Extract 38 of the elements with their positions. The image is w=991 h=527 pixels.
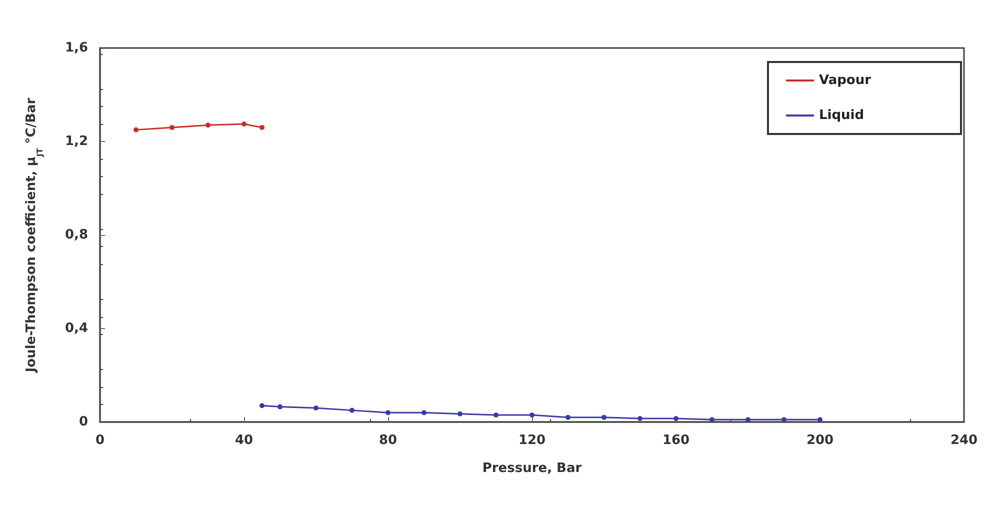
x-axis-title: Pressure, Bar	[482, 461, 582, 476]
point	[170, 124, 174, 130]
point	[314, 405, 318, 410]
point	[494, 412, 498, 418]
point	[350, 408, 354, 413]
x-tick-label: 160	[662, 433, 690, 448]
point	[242, 121, 246, 126]
point	[674, 416, 678, 421]
point	[422, 410, 426, 416]
point	[458, 411, 462, 416]
point	[602, 414, 606, 420]
point	[386, 410, 390, 416]
legend-label: Liquid	[818, 108, 864, 123]
point	[818, 417, 822, 422]
x-tick-label: 40	[234, 433, 254, 448]
x-tick-label: 120	[518, 433, 546, 448]
point	[746, 417, 750, 422]
x-tick-label: 200	[806, 433, 834, 448]
point	[260, 403, 264, 408]
point	[710, 417, 714, 422]
point	[206, 122, 210, 128]
y-tick-label: 0,4	[64, 321, 88, 336]
y-tick-label: 1,6	[64, 40, 88, 56]
y-tick-label: 0,8	[64, 228, 88, 242]
point	[638, 416, 642, 421]
y-tick-label: 0	[78, 414, 88, 430]
y-tick-label: 1,2	[64, 134, 88, 149]
y-axis-title: Joule-Thompson coefficient, μJT °C/Bar	[24, 97, 44, 374]
legend-label: Vapour	[818, 73, 872, 88]
x-tick-label: 80	[378, 433, 398, 448]
point	[782, 417, 786, 422]
point	[530, 412, 534, 418]
x-tick-label: 0	[95, 433, 105, 448]
x-tick-label: 240	[950, 433, 978, 448]
point	[134, 127, 138, 132]
point	[260, 124, 264, 130]
point	[278, 404, 282, 410]
point	[566, 414, 570, 420]
